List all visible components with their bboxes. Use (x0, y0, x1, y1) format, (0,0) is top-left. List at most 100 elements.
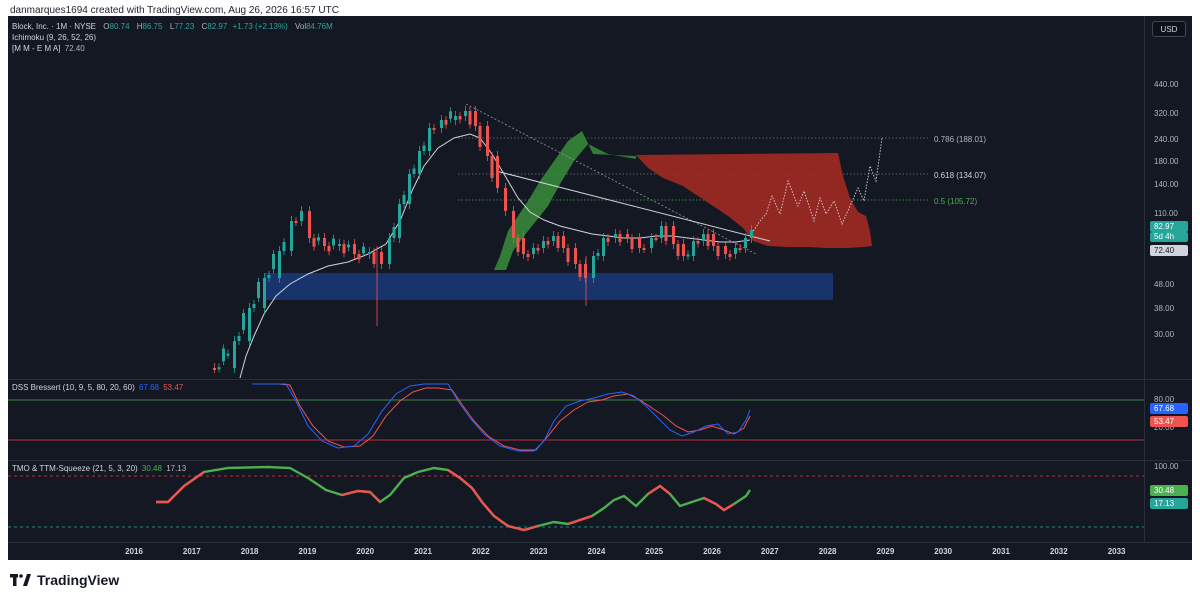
tmo-axis[interactable]: 100.00 (1154, 462, 1179, 471)
candle-body (248, 308, 251, 341)
tmo-segment-red (156, 471, 205, 504)
candle-body (353, 244, 356, 254)
candle-body (342, 244, 346, 254)
candle-body (676, 244, 680, 256)
candle-body (213, 368, 216, 370)
candle-body (504, 188, 507, 211)
chart-area[interactable]: 440.00 320.00 240.00 180.00 140.00 110.00 48.0… (8, 16, 1192, 560)
tmo-segment-red (567, 514, 593, 526)
open-value: 80.74 (109, 22, 130, 31)
candle-body (272, 254, 275, 269)
candle-body (496, 156, 499, 188)
price-axis-label: 30.00 (1154, 330, 1175, 339)
candle-body (536, 248, 540, 251)
symbol-legend[interactable]: Block, Inc. · 1M · NYSE O80.74 H86.75 L7… (12, 22, 333, 31)
chart-canvas[interactable]: 440.00 320.00 240.00 180.00 140.00 110.00 48.0… (8, 16, 1192, 560)
candle-body (468, 111, 472, 125)
symbol-name[interactable]: Block, Inc. · 1M · NYSE (12, 22, 97, 31)
candle-body (237, 336, 241, 341)
open-key: O (103, 22, 110, 31)
candle-body (532, 248, 535, 254)
price-axis-label: 48.00 (1154, 280, 1175, 289)
dss-legend[interactable]: DSS Bressert (10, 9, 5, 80, 20, 60) 67.6… (12, 383, 183, 392)
projection-path[interactable] (749, 137, 883, 237)
tmo-segment-red (703, 496, 735, 512)
candles-group[interactable] (213, 106, 753, 373)
fib-level-label: 0.618 (134.07) (934, 171, 986, 180)
tmo-segment-red (447, 469, 539, 532)
tmo-legend[interactable]: TMO & TTM-Squeeze (21, 5, 3, 20) 30.48 1… (12, 464, 186, 473)
year-label: 2033 (1108, 547, 1126, 556)
ichimoku-label[interactable]: Ichimoku (9, 26, 52, 26) (12, 33, 97, 42)
candle-body (398, 204, 401, 238)
dss-value-1: 67.68 (138, 383, 159, 392)
tradingview-logo-icon (10, 574, 31, 586)
candle-body (738, 248, 742, 250)
candle-body (422, 145, 426, 151)
support-zone[interactable] (265, 273, 833, 300)
candle-body (686, 254, 690, 257)
dss-label[interactable]: DSS Bressert (10, 9, 5, 80, 20, 60) (12, 383, 135, 392)
price-axis[interactable]: 440.00 320.00 240.00 180.00 140.00 110.00 48.0… (1154, 80, 1179, 339)
dss-line-blue (252, 383, 751, 452)
candle-body (332, 238, 335, 246)
candle-body (664, 226, 668, 241)
price-axis-label: 320.00 (1154, 109, 1179, 118)
candle-body (217, 367, 221, 370)
candle-body (478, 126, 482, 147)
price-axis-label: 110.00 (1154, 209, 1178, 218)
candle-body (750, 230, 753, 238)
fib-level-label: 0.786 (188.01) (934, 135, 986, 144)
candle-body (486, 126, 489, 156)
year-label: 2021 (414, 547, 432, 556)
trendline-resistance[interactable] (495, 170, 771, 242)
trendline-long-dotted[interactable] (465, 103, 757, 255)
candle-body (233, 341, 236, 368)
candle-body (744, 238, 747, 248)
candle-body (702, 234, 705, 241)
candle-body (638, 238, 641, 248)
vol-key: Vol (294, 22, 307, 31)
dss-axis[interactable]: 80.00 20.00 (1154, 395, 1175, 432)
ema-legend[interactable]: [M M - E M A] 72.40 (12, 44, 85, 53)
ichimoku-legend[interactable]: Ichimoku (9, 26, 52, 26) (12, 33, 96, 42)
dss-axis-label: 80.00 (1154, 395, 1175, 404)
candle-body (323, 238, 326, 246)
candle-body (282, 242, 286, 251)
currency-button[interactable]: USD (1152, 21, 1186, 37)
candle-body (257, 282, 260, 298)
time-axis[interactable]: 2016 2017 2018 2019 2020 2021 2022 2023 2024 2025… (125, 547, 1126, 556)
dss-value-2: 53.47 (163, 383, 184, 392)
year-label: 2031 (992, 547, 1010, 556)
candle-body (444, 120, 448, 125)
price-axis-label: 440.00 (1154, 80, 1179, 89)
close-value: 82.97 (207, 22, 228, 31)
tmo-segment-red (341, 489, 381, 503)
low-key: L (169, 22, 175, 31)
tradingview-logo-text: TradingView (37, 572, 120, 588)
candle-body (388, 238, 391, 264)
tradingview-logo[interactable]: TradingView (10, 572, 119, 588)
candle-body (294, 221, 298, 223)
candle-body (226, 353, 230, 356)
year-label: 2024 (588, 547, 606, 556)
candle-body (602, 238, 605, 256)
candle-body (372, 252, 376, 264)
candle-body (412, 168, 416, 174)
candle-body (267, 275, 271, 278)
year-label: 2030 (934, 547, 952, 556)
tmo-value-2: 17.13 (166, 464, 187, 473)
ema-label[interactable]: [M M - E M A] (12, 44, 61, 53)
year-label: 2028 (819, 547, 837, 556)
candle-body (458, 116, 462, 120)
candle-body (650, 238, 653, 248)
candle-body (454, 116, 457, 120)
candle-body (716, 246, 720, 256)
year-label: 2025 (645, 547, 663, 556)
high-value: 86.75 (142, 22, 163, 31)
candle-body (428, 128, 431, 151)
tmo-label[interactable]: TMO & TTM-Squeeze (21, 5, 3, 20) (12, 464, 138, 473)
candle-body (642, 248, 646, 250)
candle-body (592, 256, 595, 278)
candle-body (392, 227, 396, 238)
